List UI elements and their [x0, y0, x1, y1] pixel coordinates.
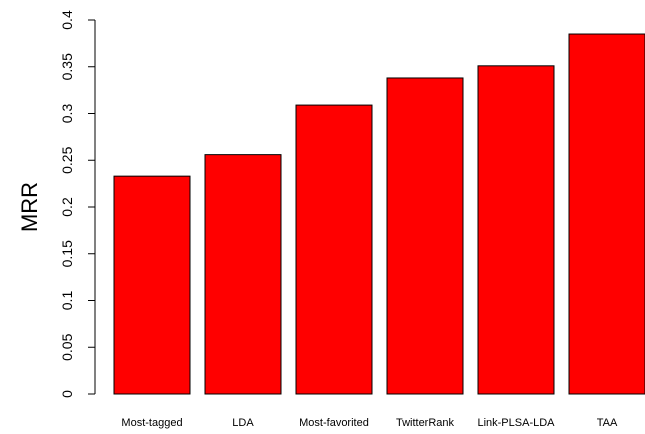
x-category-label: TwitterRank	[396, 417, 455, 429]
y-axis-label: MRR	[17, 182, 42, 232]
x-category-label: Link-PLSA-LDA	[477, 417, 555, 429]
y-tick-label: 0.15	[59, 240, 75, 267]
y-tick-label: 0.35	[59, 53, 75, 80]
y-tick-label: 0.25	[59, 146, 75, 173]
y-tick-label: 0.1	[59, 291, 75, 311]
bar-taa	[568, 33, 645, 395]
bar-most-tagged	[113, 175, 191, 395]
y-tick-label: 0.2	[59, 197, 75, 217]
y-tick-label: 0.4	[59, 10, 75, 30]
bar-most-favorited	[295, 104, 373, 395]
y-tick-label: 0.05	[59, 333, 75, 360]
bar-link-plsa-lda	[477, 65, 555, 395]
x-category-label: Most-tagged	[121, 417, 182, 429]
bar-lda	[204, 154, 282, 395]
bar-twitterrank	[386, 77, 464, 395]
x-category-label: Most-favorited	[299, 417, 369, 429]
x-category-label: TAA	[597, 417, 618, 429]
x-category-label: LDA	[232, 417, 254, 429]
bars	[113, 33, 645, 395]
x-axis-labels: Most-tagged LDA Most-favorited TwitterRank L…	[121, 417, 618, 429]
y-axis: 0 0.05 0.1 0.15 0.2 0.25 0.3 0.35 0.4	[59, 10, 96, 398]
y-tick-label: 0	[59, 390, 75, 398]
y-tick-label: 0.3	[59, 104, 75, 124]
